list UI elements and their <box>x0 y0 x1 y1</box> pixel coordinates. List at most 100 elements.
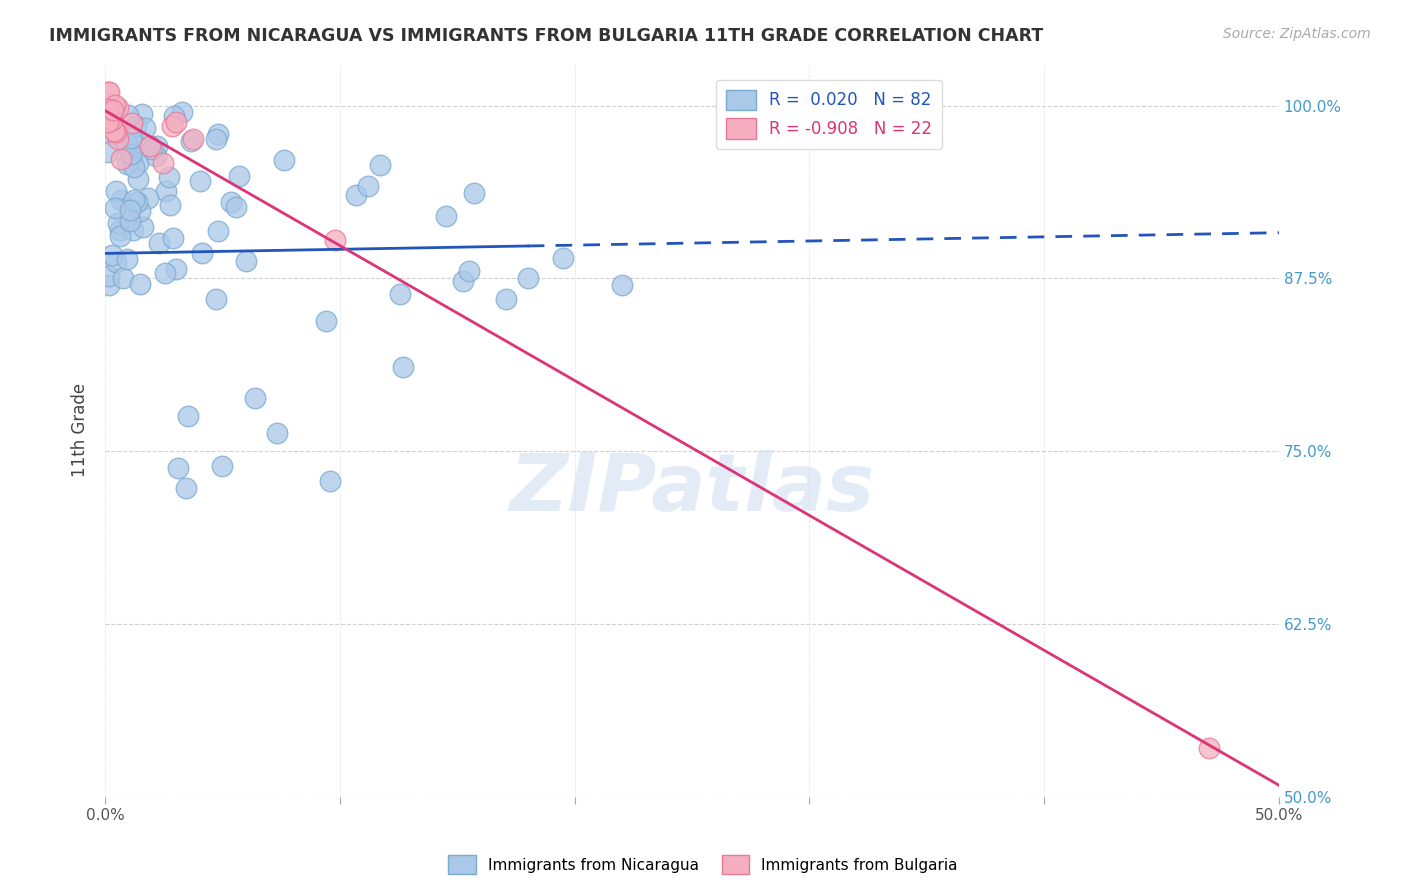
Point <box>101 112 124 126</box>
Point <box>105 254 128 268</box>
Point <box>266 425 288 440</box>
Point <box>177 409 200 423</box>
Point <box>101 248 124 262</box>
Point <box>125 195 148 210</box>
Point <box>139 139 162 153</box>
Point <box>114 135 136 149</box>
Point <box>97 85 120 99</box>
Point <box>148 235 170 250</box>
Point <box>136 191 159 205</box>
Point <box>127 171 149 186</box>
Point <box>225 201 247 215</box>
Point <box>388 287 411 301</box>
Point <box>129 277 152 291</box>
Point <box>551 251 574 265</box>
Point <box>610 278 633 293</box>
Point <box>97 268 120 283</box>
Point <box>127 155 149 169</box>
Point <box>219 194 242 209</box>
Point <box>145 149 167 163</box>
Point <box>141 142 163 156</box>
Point <box>211 458 233 473</box>
Point <box>131 219 153 234</box>
Point <box>131 106 153 120</box>
Point <box>207 224 229 238</box>
Point <box>370 158 392 172</box>
Legend: Immigrants from Nicaragua, Immigrants from Bulgaria: Immigrants from Nicaragua, Immigrants fr… <box>441 849 965 880</box>
Y-axis label: 11th Grade: 11th Grade <box>72 384 89 477</box>
Point <box>97 126 120 140</box>
Point <box>115 157 138 171</box>
Point <box>273 153 295 168</box>
Point <box>160 120 183 134</box>
Point <box>458 264 481 278</box>
Point <box>101 103 124 118</box>
Point <box>180 135 202 149</box>
Point <box>120 202 142 217</box>
Point <box>110 152 132 166</box>
Point <box>105 120 128 135</box>
Point <box>357 179 380 194</box>
Point <box>97 102 120 116</box>
Point <box>235 253 257 268</box>
Point <box>107 101 129 115</box>
Point <box>181 131 204 145</box>
Point <box>174 482 197 496</box>
Point <box>100 112 122 127</box>
Point <box>121 151 143 165</box>
Point <box>392 360 415 375</box>
Point <box>205 132 228 146</box>
Text: ZIPatlas: ZIPatlas <box>509 450 875 528</box>
Point <box>122 223 145 237</box>
Point <box>97 115 120 129</box>
Point <box>315 314 337 328</box>
Point <box>453 274 475 288</box>
Point <box>104 185 127 199</box>
Point <box>97 145 120 159</box>
Point <box>115 252 138 266</box>
Point <box>125 119 148 133</box>
Point <box>205 292 228 306</box>
Point <box>105 125 128 139</box>
Point <box>129 203 152 218</box>
Legend: R =  0.020   N = 82, R = -0.908   N = 22: R = 0.020 N = 82, R = -0.908 N = 22 <box>716 79 942 149</box>
Point <box>159 197 181 211</box>
Point <box>120 214 142 228</box>
Point <box>191 246 214 260</box>
Point <box>1198 741 1220 756</box>
Point <box>163 110 186 124</box>
Point <box>165 261 187 276</box>
Point <box>98 85 121 99</box>
Point <box>319 474 342 488</box>
Point <box>152 155 174 169</box>
Point <box>495 292 517 306</box>
Point <box>344 187 367 202</box>
Point <box>103 202 125 216</box>
Point <box>111 271 134 285</box>
Point <box>107 132 129 146</box>
Point <box>115 138 138 153</box>
Point <box>228 169 250 183</box>
Point <box>107 217 129 231</box>
Point <box>157 170 180 185</box>
Point <box>108 223 131 237</box>
Point <box>162 231 184 245</box>
Point <box>110 228 132 243</box>
Text: Source: ZipAtlas.com: Source: ZipAtlas.com <box>1223 27 1371 41</box>
Text: IMMIGRANTS FROM NICARAGUA VS IMMIGRANTS FROM BULGARIA 11TH GRADE CORRELATION CHA: IMMIGRANTS FROM NICARAGUA VS IMMIGRANTS … <box>49 27 1043 45</box>
Point <box>207 127 229 141</box>
Point <box>434 210 457 224</box>
Point <box>110 194 132 208</box>
Point <box>120 147 142 161</box>
Point <box>146 139 169 153</box>
Point <box>188 174 211 188</box>
Point <box>134 120 156 135</box>
Point <box>120 130 142 145</box>
Point <box>97 277 120 292</box>
Point <box>167 461 190 475</box>
Point <box>103 124 125 138</box>
Point <box>122 193 145 207</box>
Point <box>104 98 127 112</box>
Point <box>117 108 139 122</box>
Point <box>170 104 193 119</box>
